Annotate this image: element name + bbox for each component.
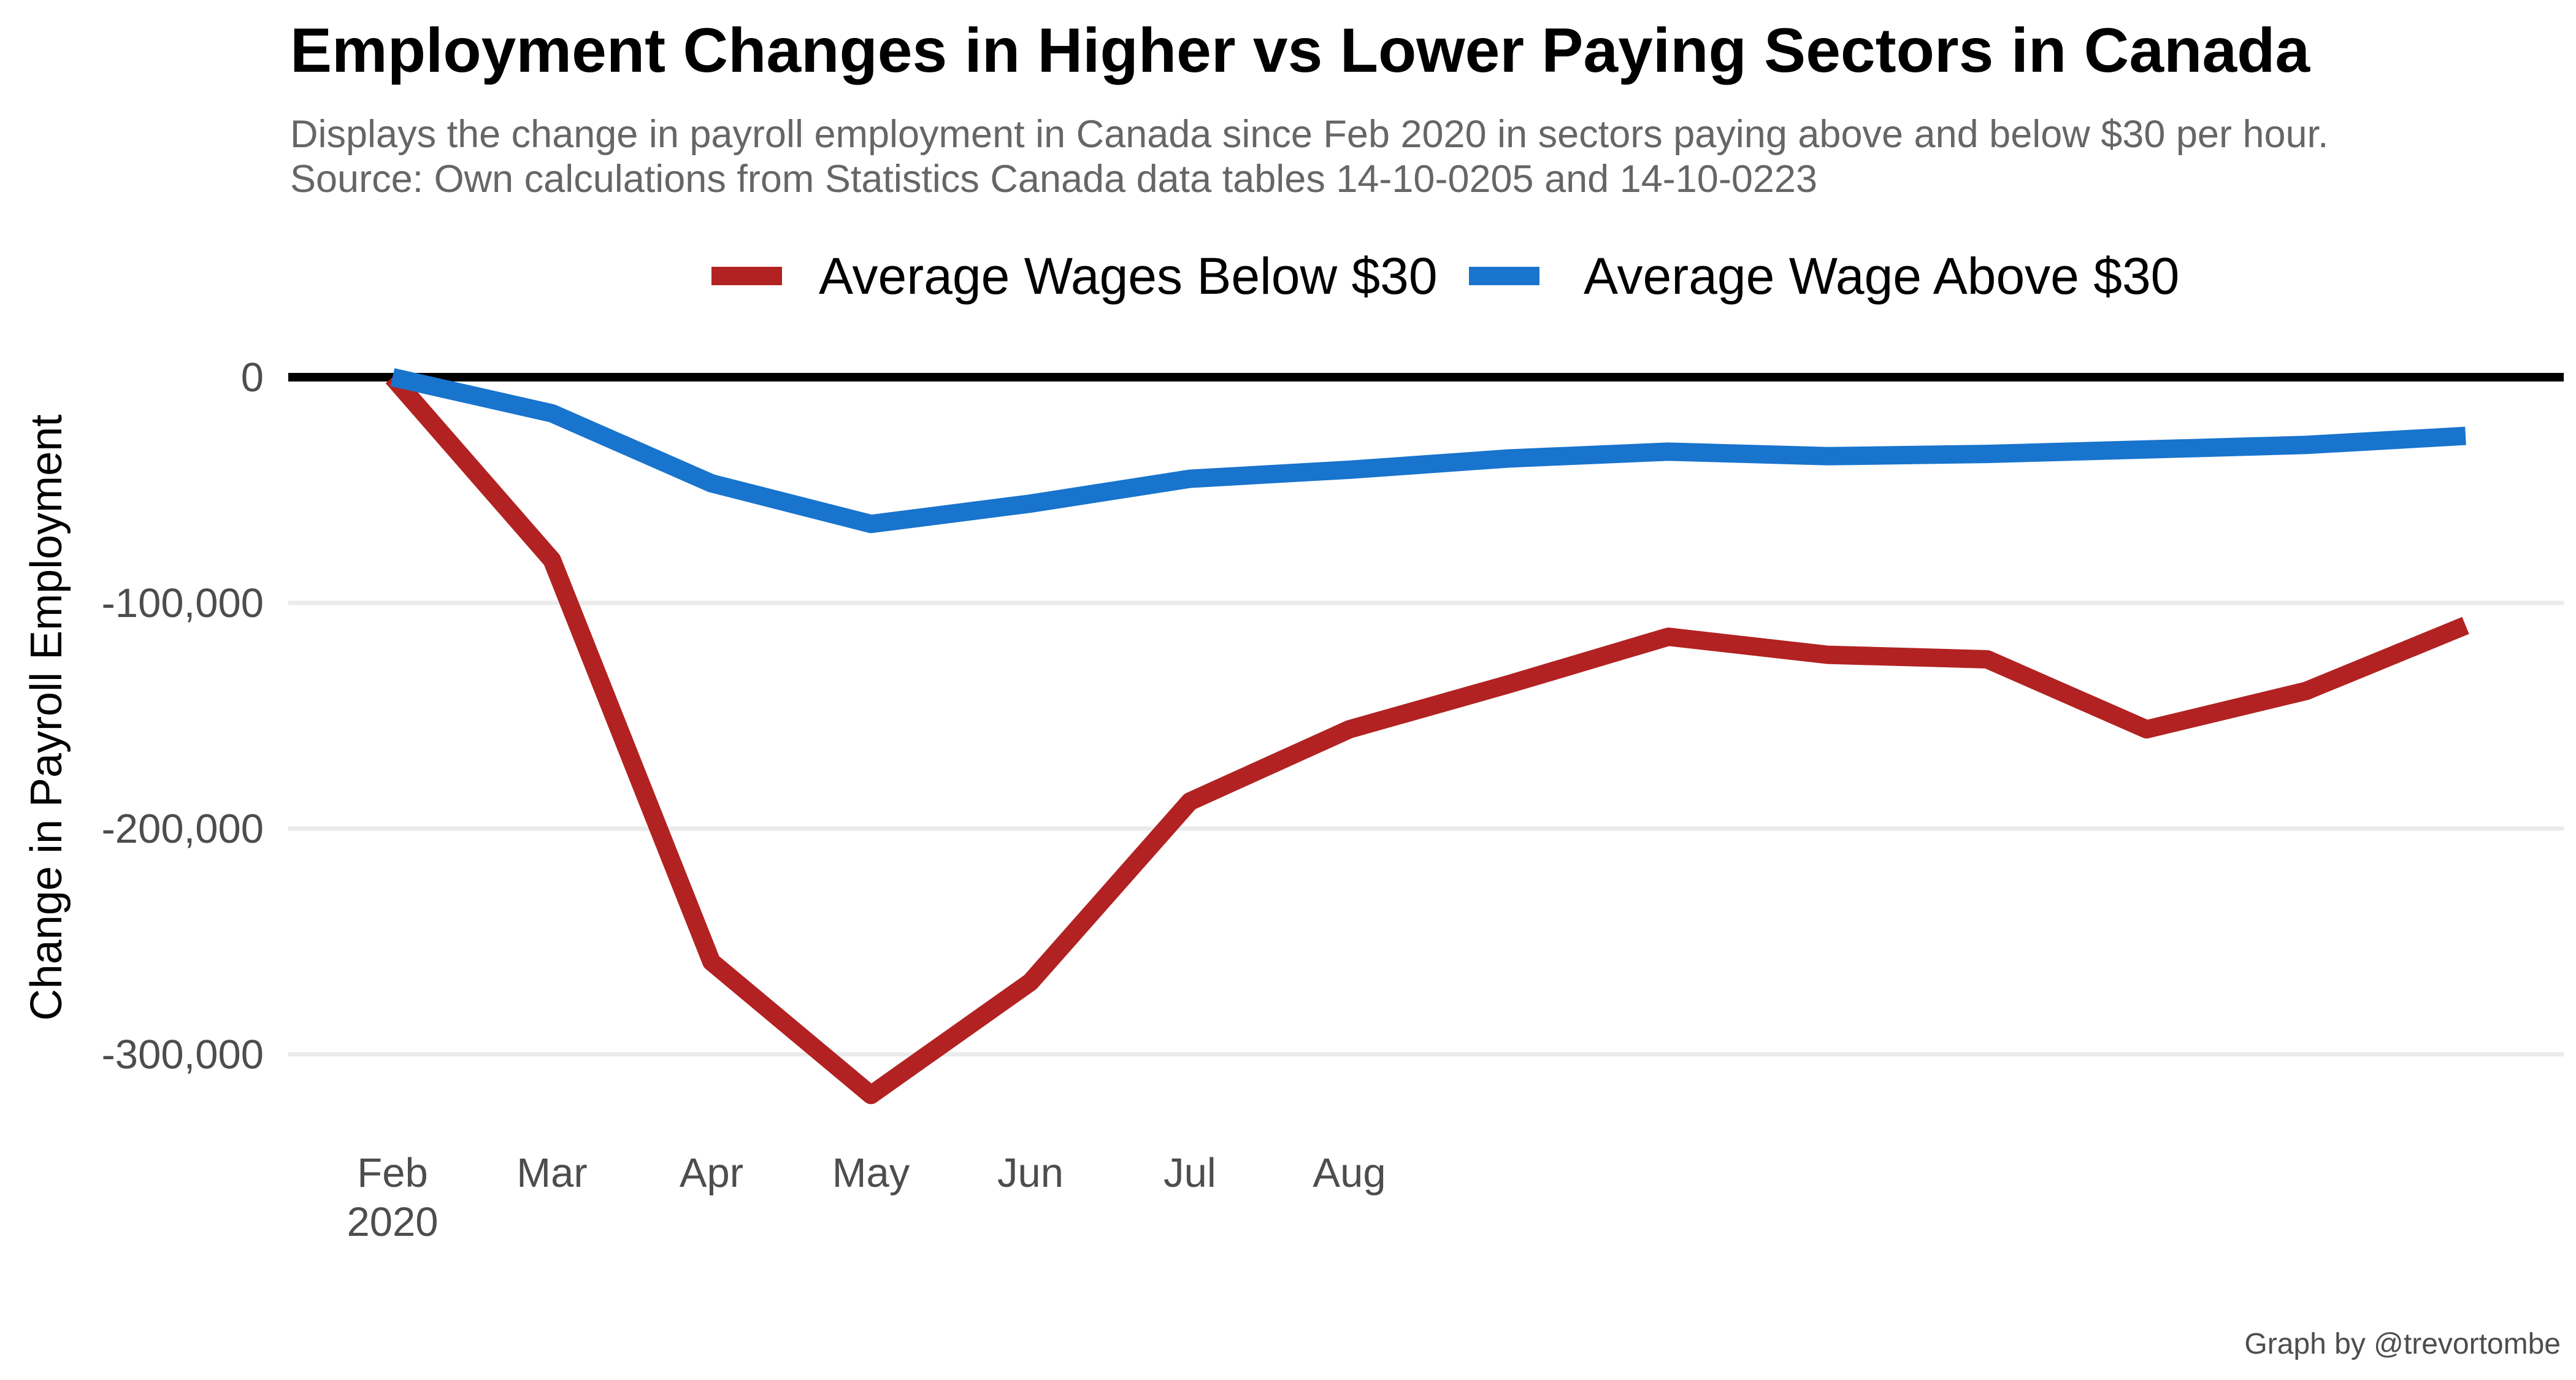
y-tick-label: -100,000: [102, 580, 264, 626]
legend-label: Average Wage Above $30: [1584, 247, 2179, 305]
legend-item-above-30: Average Wage Above $30: [1469, 247, 2179, 305]
chart-caption: Graph by @trevortombe: [2244, 1328, 2561, 1360]
series: [385, 368, 2469, 1105]
x-tick-label: Jun: [997, 1150, 1064, 1196]
y-tick-label: 0: [241, 355, 264, 401]
x-tick-label: 2020: [347, 1199, 438, 1245]
x-tick-label: Apr: [680, 1150, 743, 1196]
y-axis-title: Change in Payroll Employment: [22, 415, 71, 1021]
x-tick-label: Jul: [1163, 1150, 1216, 1196]
chart-title: Employment Changes in Higher vs Lower Pa…: [290, 15, 2310, 85]
x-tick-label: Aug: [1313, 1150, 1386, 1196]
x-tick-label: Mar: [516, 1150, 587, 1196]
y-axis-ticks: 0 -100,000 -200,000 -300,000: [102, 355, 264, 1078]
x-tick-label: Feb: [357, 1150, 427, 1196]
x-tick-label: May: [832, 1150, 910, 1196]
series-line-above-30: [390, 368, 2466, 534]
legend-label: Average Wages Below $30: [819, 247, 1438, 305]
chart-subtitle-line-2: Source: Own calculations from Statistics…: [290, 158, 1817, 201]
y-tick-label: -200,000: [102, 806, 264, 852]
legend-item-below-30: Average Wages Below $30: [711, 247, 1438, 305]
chart-subtitle-line-1: Displays the change in payroll employmen…: [290, 113, 2329, 156]
y-tick-label: -300,000: [102, 1032, 264, 1078]
legend: Average Wages Below $30 Average Wage Abov…: [711, 247, 2179, 305]
series-line-below-30: [385, 371, 2469, 1105]
